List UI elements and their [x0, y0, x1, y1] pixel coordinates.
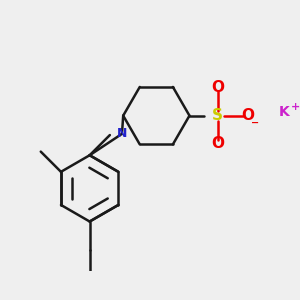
- Text: K: K: [279, 105, 290, 118]
- Text: +: +: [291, 102, 300, 112]
- Text: N: N: [117, 127, 127, 140]
- Text: O: O: [242, 108, 255, 123]
- Text: −: −: [251, 118, 260, 128]
- Text: S: S: [212, 108, 223, 123]
- Text: O: O: [211, 136, 224, 152]
- Text: O: O: [211, 80, 224, 95]
